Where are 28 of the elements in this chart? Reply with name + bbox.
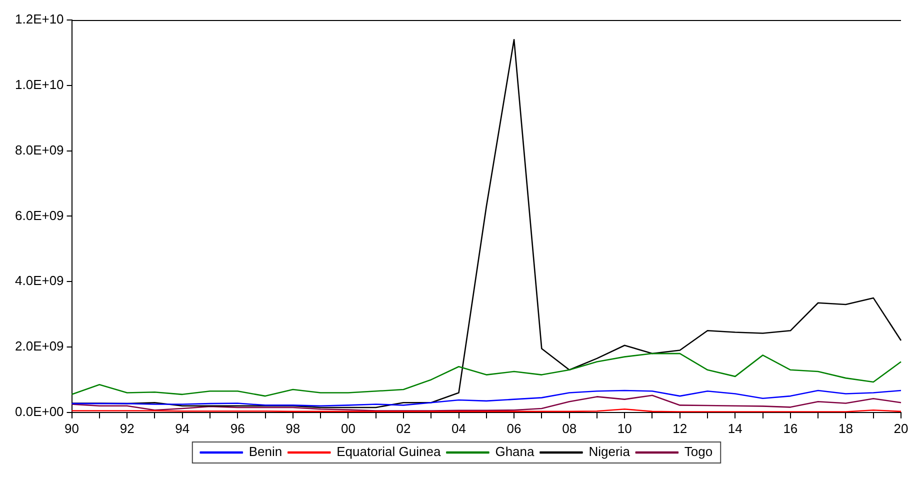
x-tick-label: 06	[506, 420, 522, 436]
y-tick-label: 2.0E+09	[15, 338, 64, 354]
x-tick-label: 96	[230, 420, 245, 436]
y-tick-label: 1.0E+10	[15, 76, 64, 92]
y-tick-label: 0.0E+00	[15, 404, 64, 419]
x-tick-label: 08	[562, 420, 577, 436]
x-tick-label: 00	[340, 420, 356, 436]
y-tick-label: 6.0E+09	[15, 208, 64, 223]
y-tick-label: 1.2E+10	[15, 12, 64, 27]
legend-label: Equatorial Guinea	[336, 444, 442, 460]
y-tick-label: 4.0E+09	[15, 273, 64, 288]
x-tick-label: 14	[728, 420, 742, 436]
x-tick-label: 20	[894, 420, 908, 436]
legend-label: Nigeria	[588, 444, 631, 460]
x-tick-label: 04	[452, 420, 466, 436]
legend-label: Benin	[248, 444, 282, 460]
x-tick-label: 12	[672, 420, 688, 436]
x-tick-label: 10	[617, 420, 632, 436]
x-tick-label: 90	[64, 420, 80, 436]
legend-label: Togo	[684, 444, 713, 460]
x-tick-label: 94	[175, 420, 190, 436]
x-tick-label: 02	[396, 420, 411, 436]
x-tick-label: 98	[286, 420, 300, 436]
x-tick-label: 18	[838, 420, 853, 436]
y-tick-label: 8.0E+09	[15, 142, 64, 158]
legend-label: Ghana	[495, 444, 536, 460]
x-tick-label: 92	[120, 420, 134, 436]
x-tick-label: 16	[783, 420, 798, 436]
